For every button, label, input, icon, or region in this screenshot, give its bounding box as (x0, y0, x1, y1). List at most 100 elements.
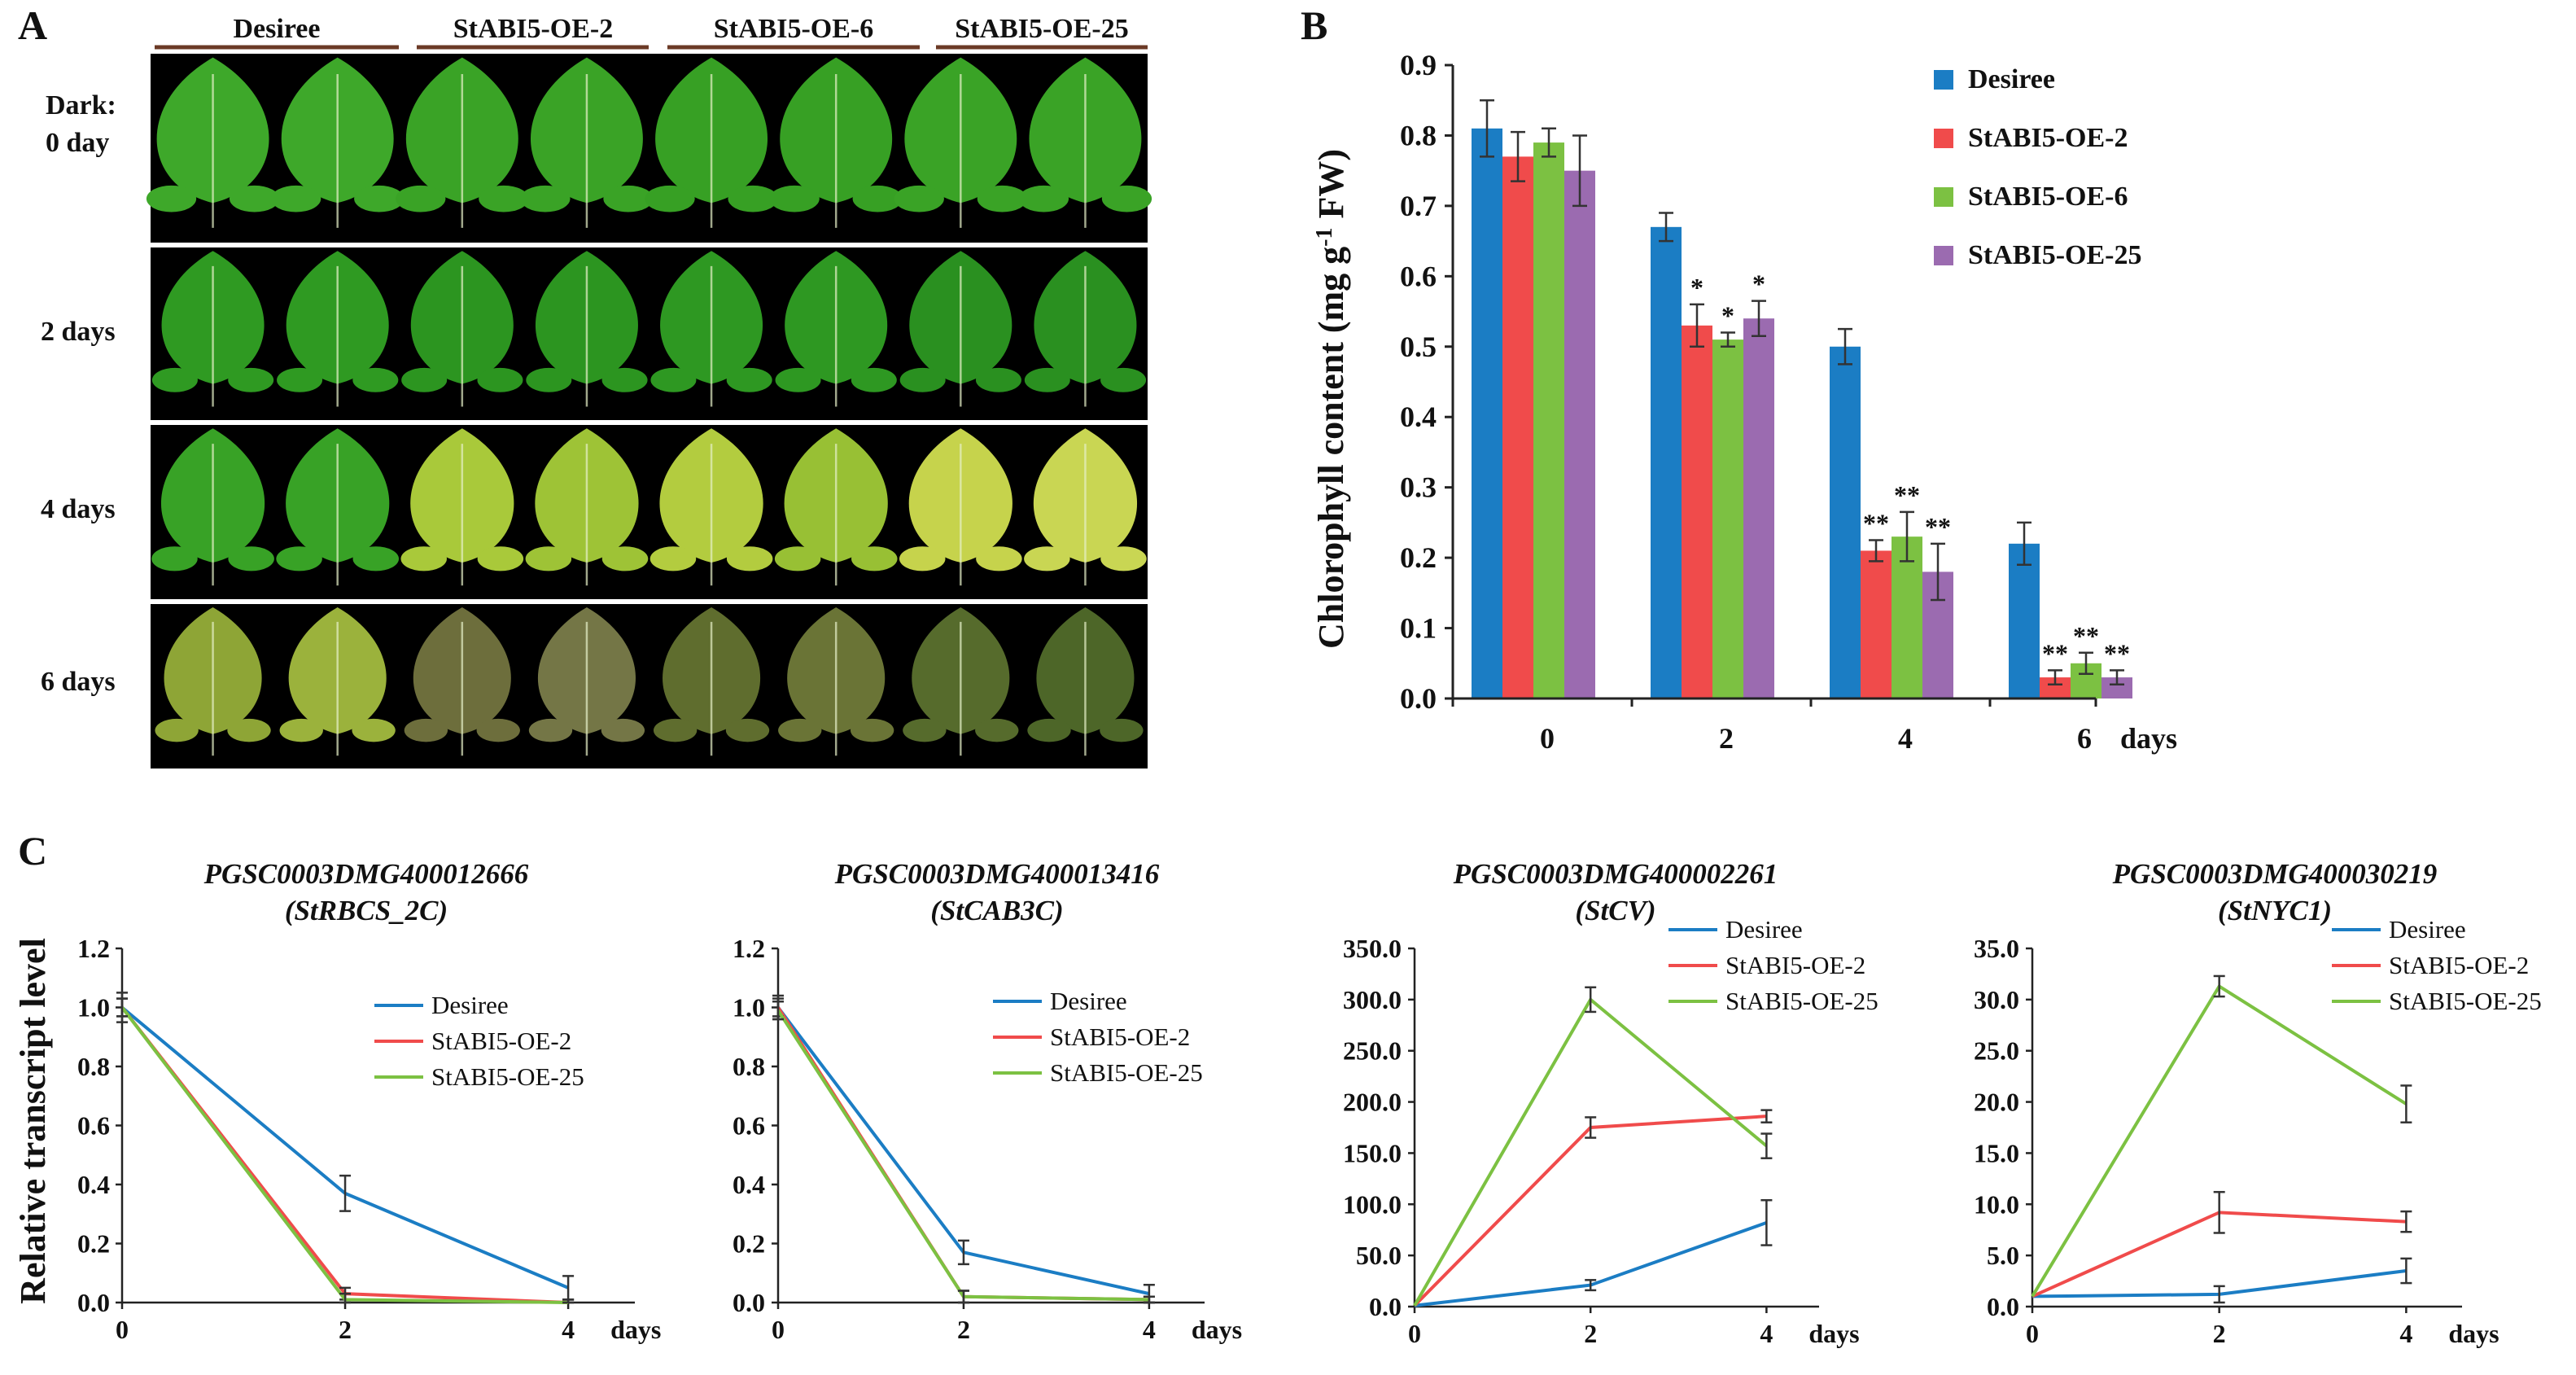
legend-swatch (1934, 70, 1953, 90)
chart-b-ytick-label: 0.6 (1400, 260, 1437, 292)
series-line (1413, 996, 1768, 1307)
leaf-photo (903, 607, 1019, 756)
leaf-leaflet-left (276, 546, 322, 571)
row-label-6-days: 6 days (41, 667, 116, 697)
significance-marker: ** (1863, 509, 1889, 538)
leaf-photo (525, 428, 649, 586)
chart-b-xlabel: days (2120, 722, 2177, 755)
leaf-leaflet-left (1018, 185, 1069, 212)
chart-b-ytick-label: 0.5 (1400, 331, 1437, 363)
row-label-dark: Dark: (46, 90, 116, 120)
leaf-leaflet-left (775, 367, 821, 392)
chart-subtitle: (StNYC1) (2218, 895, 2332, 926)
chart-title: PGSC0003DMG400002261 (1453, 858, 1778, 890)
legend-label: StABI5-OE-25 (1050, 1058, 1203, 1087)
panel-letter-a: A (18, 2, 47, 48)
genotype-label-oe2: StABI5-OE-2 (453, 14, 613, 44)
leaf-photo (400, 428, 524, 586)
ytick-label: 0.0 (733, 1288, 765, 1317)
bar (1830, 346, 1861, 698)
ytick-label: 10.0 (1974, 1189, 2019, 1219)
line-chart-1: PGSC0003DMG400012666 (StRBCS_2C) 0.0 0.2 0.4… (77, 858, 661, 1344)
ytick-label: 1.0 (733, 993, 765, 1022)
xtick-label: 0 (772, 1315, 785, 1344)
significance-marker: ** (1894, 480, 1920, 510)
leaf-leaflet-right (977, 185, 1027, 212)
chart-c1-ylabel: Relative transcript level (13, 938, 53, 1304)
leaf-photo (404, 607, 520, 756)
leaf-leaflet-right (354, 185, 405, 212)
leaf-photo (894, 57, 1027, 228)
leaf-leaflet-left (271, 185, 321, 212)
ytick-label: 100.0 (1343, 1189, 1402, 1219)
legend-label: StABI5-OE-2 (431, 1027, 571, 1055)
ytick-label: 200.0 (1343, 1088, 1402, 1117)
leaf-leaflet-left (404, 718, 448, 742)
leaf-leaflet-left (1027, 718, 1071, 742)
leaf-photo (769, 57, 903, 228)
leaf-photo (271, 57, 405, 228)
leaf-leaflet-right (601, 546, 649, 571)
significance-marker: * (1752, 269, 1765, 299)
xaxis-unit-label: days (610, 1315, 661, 1344)
bar (1533, 142, 1564, 699)
leaf-photo (396, 57, 529, 228)
legend-label: StABI5-OE-25 (1968, 240, 2141, 270)
leaf-leaflet-right (477, 367, 523, 392)
leaf-photo (775, 251, 897, 407)
ytick-label: 20.0 (1974, 1088, 2019, 1117)
xtick-label: 4 (1760, 1319, 1773, 1348)
leaf-photo (1024, 428, 1147, 586)
panel-b-bar-chart: Chlorophyll content (mg g-1 FW) 0.0 0.1 0.… (1311, 49, 2177, 755)
leaf-leaflet-left (778, 718, 822, 742)
leaf-leaflet-left (894, 185, 944, 212)
legend-label: StABI5-OE-2 (1725, 951, 1865, 979)
ytick-label: 25.0 (1974, 1036, 2019, 1066)
leaf-photo (276, 428, 400, 586)
leaf-photo (520, 57, 654, 228)
leaf-photo (401, 251, 523, 407)
legend-label: StABI5-OE-6 (1968, 182, 2128, 212)
bar (1472, 128, 1502, 699)
leaf-photo (1018, 57, 1152, 228)
bar (2009, 543, 2040, 698)
panel-letter-c: C (18, 828, 47, 874)
ytick-label: 350.0 (1343, 934, 1402, 963)
leaf-photo (774, 428, 898, 586)
legend-swatch (1934, 129, 1953, 148)
leaf-leaflet-right (477, 546, 524, 571)
xtick-label: 2 (1584, 1319, 1597, 1348)
significance-marker: ** (2104, 638, 2130, 668)
chart-b-ytick-label: 0.8 (1400, 119, 1437, 151)
leaf-leaflet-right (352, 367, 399, 392)
leaf-leaflet-right (1100, 367, 1147, 392)
leaf-leaflet-right (229, 185, 280, 212)
leaf-leaflet-left (146, 185, 197, 212)
legend-label: Desiree (1050, 987, 1127, 1015)
chart-b-ytick-label: 0.3 (1400, 471, 1437, 504)
leaf-leaflet-left (400, 546, 447, 571)
ytick-label: 0.8 (77, 1052, 110, 1081)
leaf-leaflet-left (151, 546, 198, 571)
chart-b-ytick-label: 0.9 (1400, 49, 1437, 81)
chart-b-xtick-label: 4 (1898, 722, 1913, 755)
leaf-leaflet-right (1100, 718, 1144, 742)
ytick-label: 15.0 (1974, 1138, 2019, 1167)
row-label-4-days: 4 days (41, 494, 116, 524)
ytick-label: 1.2 (733, 934, 765, 963)
ytick-label: 1.0 (77, 993, 110, 1022)
leaf-leaflet-right (479, 185, 529, 212)
chart-b-ytick-label: 0.1 (1400, 612, 1437, 645)
leaf-leaflet-left (650, 367, 697, 392)
line-chart-3: PGSC0003DMG400002261 (StCV) 0.0 50.0 100.0 15… (1343, 858, 1878, 1348)
xtick-label: 0 (2026, 1319, 2039, 1348)
leaf-leaflet-left (645, 185, 695, 212)
bar (1682, 325, 1712, 698)
ytick-label: 0.0 (1369, 1292, 1402, 1321)
genotype-label-oe25: StABI5-OE-25 (955, 14, 1128, 44)
leaf-leaflet-left (769, 185, 820, 212)
line-chart-2: PGSC0003DMG400013416 (StCAB3C) 0.0 0.2 0.4 0.… (733, 858, 1242, 1344)
bar (1861, 550, 1892, 698)
ytick-label: 5.0 (1987, 1241, 2019, 1270)
leaf-photo (155, 607, 271, 756)
